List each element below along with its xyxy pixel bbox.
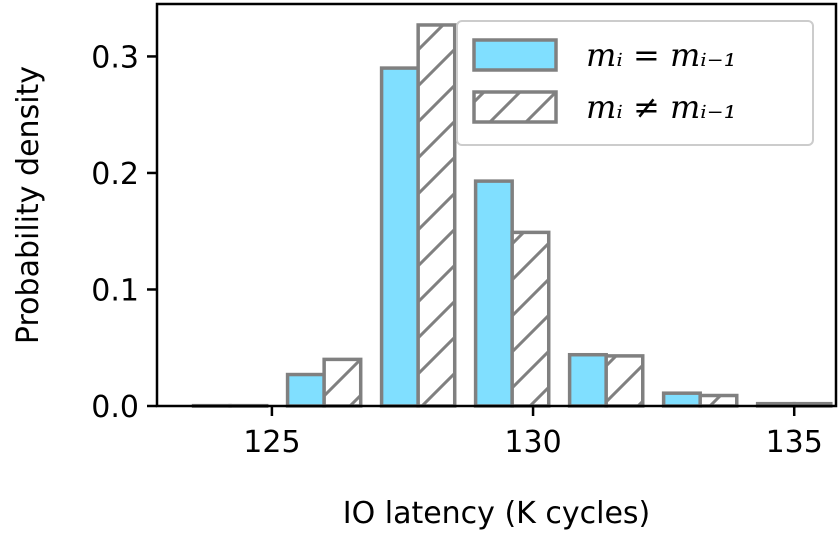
y-axis-label: Probability density [11,66,46,344]
bar-notequal-1 [322,357,363,408]
legend: mᵢ = mᵢ₋₁ mᵢ ≠ mᵢ₋₁ [456,20,814,146]
bar-equal-1 [285,372,326,408]
y-tick-label: 0.0 [91,390,139,425]
bar-equal-4 [567,352,608,408]
x-tick-label: 125 [243,425,300,460]
bar-notequal-2 [416,23,457,408]
x-axis-label: IO latency (K cycles) [343,496,651,531]
legend-swatch-notequal [472,90,558,124]
bar-equal-2 [379,66,420,408]
bar-equal-3 [473,179,514,408]
bar-notequal-5 [698,393,739,408]
y-tick-label: 0.3 [91,40,139,75]
x-tick-label: 135 [766,425,823,460]
bar-notequal-3 [510,230,551,408]
y-axis-ticks: 0.0 0.1 0.2 0.3 [91,40,157,425]
bar-notequal-4 [604,354,645,408]
x-axis-ticks: 125 130 135 [243,406,823,460]
plot-frame [155,2,838,408]
x-tick-label: 130 [504,425,561,460]
legend-label-notequal: mᵢ ≠ mᵢ₋₁ [586,88,736,126]
y-tick-label: 0.1 [91,273,139,308]
legend-swatch-equal [472,38,558,72]
bar-equal-5 [661,391,702,408]
y-tick-label: 0.2 [91,157,139,192]
legend-label-equal: mᵢ = mᵢ₋₁ [586,36,736,74]
